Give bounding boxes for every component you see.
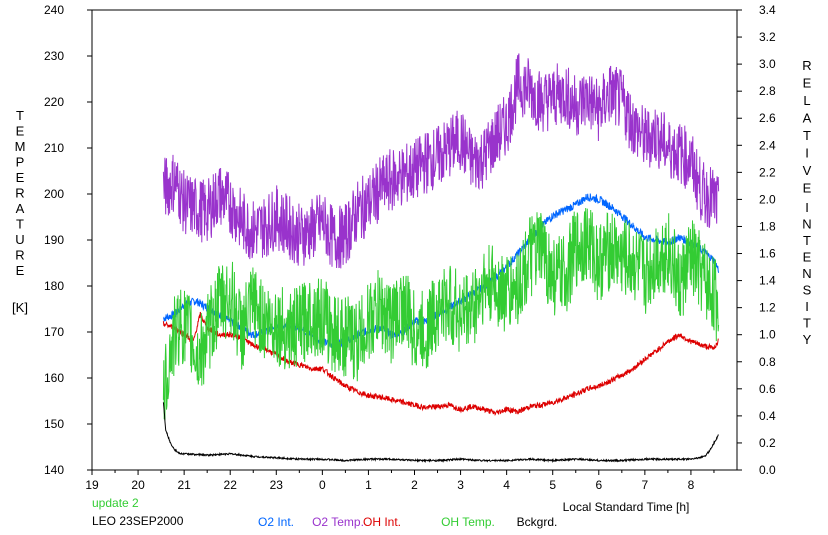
y-left-title-letter: R — [15, 186, 24, 201]
y-right-title-letter: Y — [803, 332, 812, 347]
y-right-title-letter: T — [803, 128, 811, 143]
y-right-title-letter: E — [803, 76, 812, 91]
x-tick-label: 6 — [595, 478, 602, 492]
y-right-title-letter: T — [803, 316, 811, 331]
y-left-title-letter: P — [16, 155, 25, 170]
y-left-title-letter: E — [16, 170, 25, 185]
x-tick-label: 21 — [177, 478, 191, 492]
series-line-bckgrd — [162, 402, 719, 464]
y-right-tick-label: 0.4 — [759, 409, 776, 423]
y-right-tick-label: 0.0 — [759, 463, 776, 477]
x-tick-label: 8 — [688, 478, 695, 492]
y-left-unit: [K] — [12, 300, 28, 315]
y-right-tick-label: 1.2 — [759, 301, 776, 315]
y-left-tick-label: 160 — [44, 371, 64, 385]
y-right-tick-label: 3.0 — [759, 57, 776, 71]
x-tick-label: 1 — [365, 478, 372, 492]
y-right-title-letter: N — [802, 217, 811, 232]
y-right-tick-label: 2.8 — [759, 84, 776, 98]
y-right-title-letter: A — [803, 111, 812, 126]
x-tick-label: 3 — [457, 478, 464, 492]
legend-entry: OH Temp. — [441, 515, 495, 529]
legend: O2 Int. O2 Temp. OH Int. OH Temp. Bckgrd. — [258, 515, 557, 529]
y-right-tick-label: 0.8 — [759, 355, 776, 369]
y-right-title-letter: R — [802, 58, 811, 73]
station-date-label: LEO 23SEP2000 — [92, 514, 184, 528]
y-left-title-letter: A — [16, 201, 25, 216]
x-tick-label: 19 — [85, 478, 99, 492]
y-left-tick-label: 150 — [44, 417, 64, 431]
series-lines — [162, 53, 720, 464]
series-line-oh-int — [162, 311, 719, 416]
y-right-title-letter: N — [802, 266, 811, 281]
x-tick-label: 5 — [549, 478, 556, 492]
y-right-tick-label: 1.0 — [759, 328, 776, 342]
y-right-tick-label: 0.6 — [759, 382, 776, 396]
y-right-tick-label: 1.8 — [759, 219, 776, 233]
y-left-title-letter: E — [16, 263, 25, 278]
x-tick-label: 22 — [224, 478, 238, 492]
x-tick-label: 23 — [270, 478, 284, 492]
y-right-tick-label: 2.0 — [759, 192, 776, 206]
y-right-tick-label: 2.2 — [759, 165, 776, 179]
y-right-title-letter: I — [805, 299, 809, 314]
axes: 19 20 21 22 23 0 1 2 3 4 5 6 7 8140150160170180190200… — [12, 3, 812, 514]
y-left-tick-label: 200 — [44, 187, 64, 201]
y-left-tick-label: 140 — [44, 463, 64, 477]
x-tick-label: 2 — [411, 478, 418, 492]
x-tick-label: 4 — [503, 478, 510, 492]
y-left-tick-label: 240 — [44, 3, 64, 17]
legend-entry: OH Int. — [363, 515, 401, 529]
y-right-title-letter: I — [805, 200, 809, 215]
legend-entry: O2 Temp. — [312, 515, 364, 529]
y-right-title-letter: V — [803, 163, 812, 178]
y-left-title-letter: T — [16, 217, 24, 232]
y-left-tick-label: 190 — [44, 233, 64, 247]
y-right-tick-label: 2.6 — [759, 111, 776, 125]
y-right-tick-label: 3.2 — [759, 30, 776, 44]
y-right-title-letter: T — [803, 233, 811, 248]
y-left-tick-label: 170 — [44, 325, 64, 339]
y-left-title-letter: T — [16, 108, 24, 123]
y-right-tick-label: 1.6 — [759, 247, 776, 261]
y-right-tick-label: 0.2 — [759, 436, 776, 450]
y-right-title-letter: E — [803, 181, 812, 196]
series-line-oh-temp — [162, 207, 720, 421]
update-label: update 2 — [92, 496, 139, 510]
y-left-tick-label: 230 — [44, 49, 64, 63]
series-line-o2-temp — [162, 53, 720, 269]
x-axis-title: Local Standard Time [h] — [563, 500, 690, 514]
x-tick-label: 20 — [131, 478, 145, 492]
y-right-tick-label: 2.4 — [759, 138, 776, 152]
x-tick-label: 0 — [319, 478, 326, 492]
legend-entry: O2 Int. — [258, 515, 294, 529]
x-tick-label: 7 — [642, 478, 649, 492]
legend-entry: Bckgrd. — [517, 515, 558, 529]
y-left-title-letter: U — [15, 232, 24, 247]
y-right-tick-label: 1.4 — [759, 274, 776, 288]
y-right-title-letter: I — [805, 146, 809, 161]
y-right-title-letter: E — [803, 250, 812, 265]
y-right-tick-label: 3.4 — [759, 3, 776, 17]
y-left-tick-label: 220 — [44, 95, 64, 109]
y-left-tick-label: 180 — [44, 279, 64, 293]
y-right-title-letter: S — [803, 283, 812, 298]
y-left-title-letter: M — [15, 139, 26, 154]
y-left-title-letter: E — [16, 124, 25, 139]
y-left-tick-label: 210 — [44, 141, 64, 155]
y-left-title-letter: R — [15, 248, 24, 263]
y-right-title-letter: L — [803, 93, 810, 108]
